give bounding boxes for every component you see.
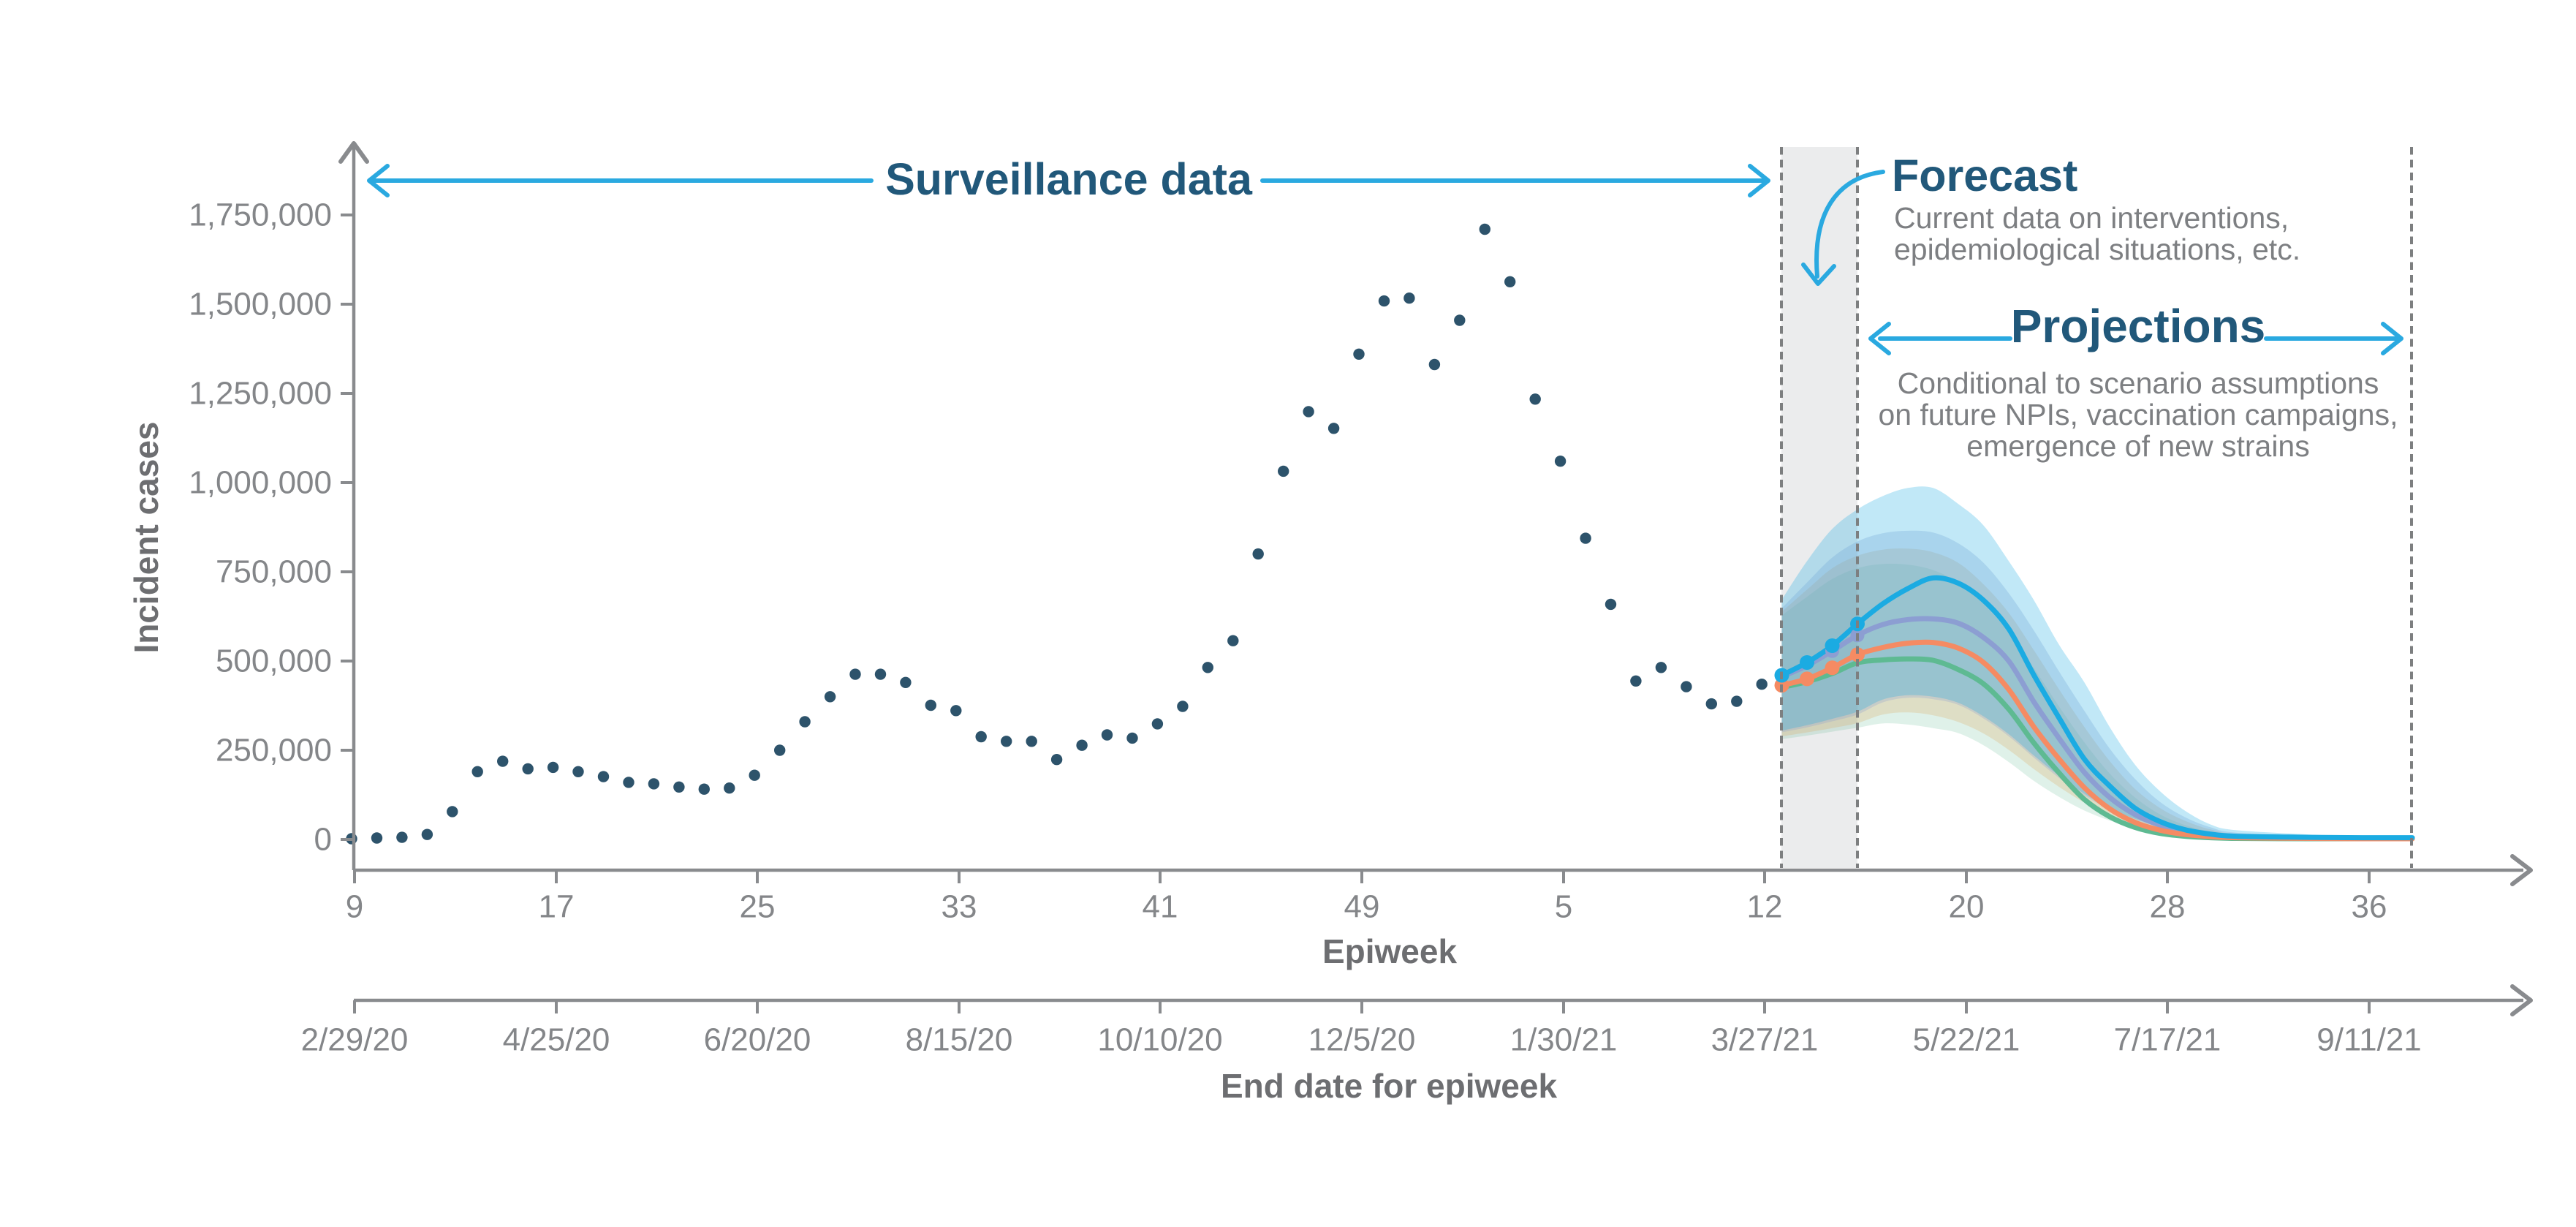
svg-text:250,000: 250,000 bbox=[216, 733, 332, 769]
svg-text:10/10/20: 10/10/20 bbox=[1097, 1022, 1222, 1058]
svg-text:1,000,000: 1,000,000 bbox=[189, 465, 332, 501]
svg-text:1,750,000: 1,750,000 bbox=[189, 197, 332, 233]
svg-text:Epiweek: Epiweek bbox=[1322, 932, 1458, 970]
svg-text:12/5/20: 12/5/20 bbox=[1308, 1022, 1416, 1058]
svg-text:5/22/21: 5/22/21 bbox=[1913, 1022, 2020, 1058]
svg-text:1/30/21: 1/30/21 bbox=[1510, 1022, 1618, 1058]
svg-text:Forecast: Forecast bbox=[1892, 151, 2077, 200]
svg-text:Incident cases: Incident cases bbox=[127, 421, 165, 653]
svg-text:on future NPIs, vaccination ca: on future NPIs, vaccination campaigns, bbox=[1878, 398, 2398, 431]
svg-text:17: 17 bbox=[539, 889, 575, 925]
svg-text:41: 41 bbox=[1143, 889, 1178, 925]
svg-text:6/20/20: 6/20/20 bbox=[704, 1022, 811, 1058]
svg-text:8/15/20: 8/15/20 bbox=[906, 1022, 1013, 1058]
svg-text:36: 36 bbox=[2352, 889, 2387, 925]
svg-text:1,250,000: 1,250,000 bbox=[189, 376, 332, 412]
svg-text:epidemiological situations, et: epidemiological situations, etc. bbox=[1894, 233, 2300, 266]
svg-text:Conditional to scenario assump: Conditional to scenario assumptions bbox=[1898, 366, 2379, 400]
svg-text:4/25/20: 4/25/20 bbox=[503, 1022, 610, 1058]
svg-text:0: 0 bbox=[314, 822, 332, 858]
svg-text:Surveillance data: Surveillance data bbox=[885, 154, 1253, 204]
svg-text:9: 9 bbox=[346, 889, 363, 925]
svg-text:7/17/21: 7/17/21 bbox=[2114, 1022, 2221, 1058]
svg-text:2/29/20: 2/29/20 bbox=[301, 1022, 409, 1058]
svg-text:500,000: 500,000 bbox=[216, 643, 332, 679]
svg-text:emergence of new strains: emergence of new strains bbox=[1966, 429, 2309, 463]
svg-text:End date for epiweek: End date for epiweek bbox=[1221, 1067, 1558, 1105]
svg-text:49: 49 bbox=[1344, 889, 1380, 925]
svg-text:20: 20 bbox=[1949, 889, 1985, 925]
svg-text:9/11/21: 9/11/21 bbox=[2316, 1022, 2422, 1058]
svg-text:28: 28 bbox=[2150, 889, 2186, 925]
svg-text:25: 25 bbox=[740, 889, 776, 925]
svg-text:3/27/21: 3/27/21 bbox=[1711, 1022, 1819, 1058]
svg-text:12: 12 bbox=[1747, 889, 1783, 925]
svg-text:33: 33 bbox=[942, 889, 977, 925]
svg-text:1,500,000: 1,500,000 bbox=[189, 287, 332, 322]
svg-text:750,000: 750,000 bbox=[216, 554, 332, 590]
svg-text:Projections: Projections bbox=[2011, 300, 2266, 352]
svg-text:5: 5 bbox=[1555, 889, 1572, 925]
svg-text:Current data on interventions,: Current data on interventions, bbox=[1894, 201, 2289, 235]
